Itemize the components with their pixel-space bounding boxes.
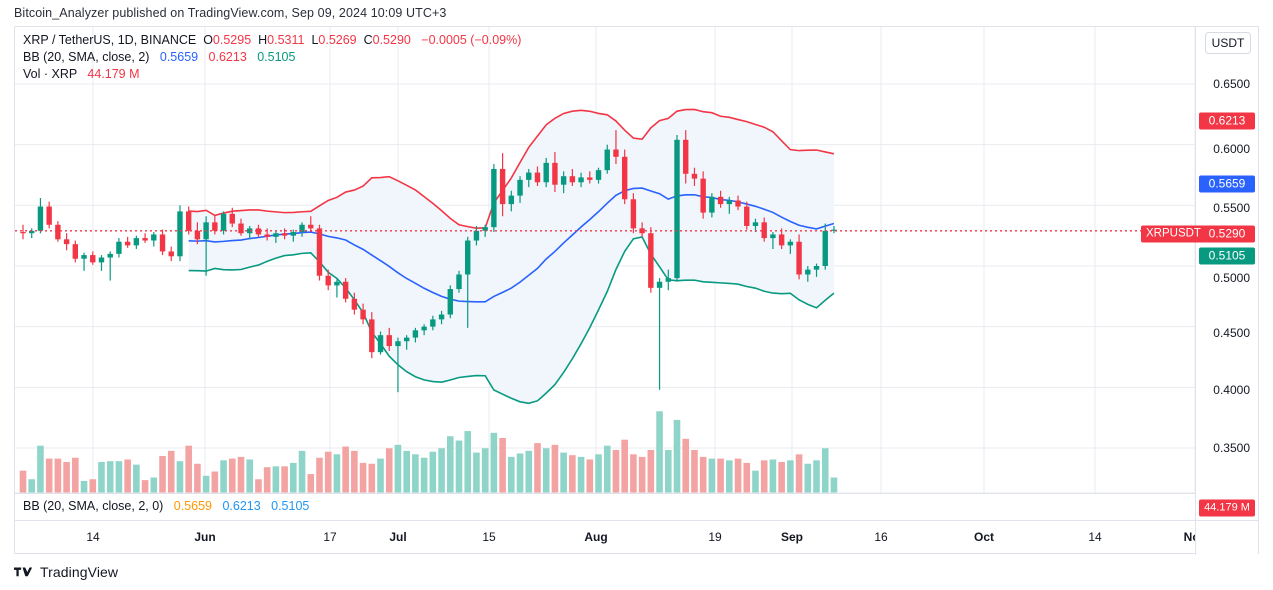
candlesticks (20, 130, 837, 393)
volume-legend-title: BB (20, SMA, close, 2, 0) (23, 499, 164, 513)
publisher-caption: Bitcoin_Analyzer published on TradingVie… (14, 6, 447, 20)
tradingview-logo-icon (14, 567, 33, 576)
price-axis-value-tag: 0.5659 (1199, 175, 1255, 193)
chart-plot-area[interactable]: XRP / TetherUS, 1D, BINANCE O0.5295 H0.5… (15, 27, 1195, 493)
time-tick-label: Jul (389, 530, 407, 544)
price-axis[interactable]: USDT 0.6500 0.6000 0.5500 0.5000 0.4500 0.400… (1195, 27, 1258, 493)
price-tick-label: 0.5000 (1213, 271, 1250, 285)
footer-brand-name: TradingView (40, 564, 119, 580)
time-axis-corner (1195, 520, 1258, 553)
time-tick-label: Jun (194, 530, 216, 544)
price-tick-label: 0.6500 (1213, 77, 1250, 91)
footer-branding: TradingView (14, 564, 118, 580)
price-tick-label: 0.6000 (1213, 142, 1250, 156)
price-tick-label: 0.4000 (1213, 383, 1250, 397)
bb-lower-line (188, 236, 835, 405)
price-tick-label: 0.3500 (1213, 441, 1250, 455)
price-tick-label: 0.4500 (1213, 326, 1250, 340)
time-tick-label: 16 (874, 530, 888, 544)
volume-pane-legend: BB (20, SMA, close, 2, 0) 0.5659 0.6213 … (23, 499, 309, 513)
volume-axis-tag: 44.179 M (1199, 499, 1255, 517)
price-axis-value-tag: 0.5105 (1199, 247, 1255, 265)
time-tick-label: Oct (973, 530, 995, 544)
time-tick-label: 14 (1088, 530, 1102, 544)
time-tick-label: 15 (482, 530, 496, 544)
symbol-price-tag: XRPUSDT (1141, 225, 1206, 243)
chart-frame: XRP / TetherUS, 1D, BINANCE O0.5295 H0.5… (14, 26, 1259, 555)
price-tick-label: 0.5500 (1213, 201, 1250, 215)
time-axis[interactable]: 14Jun17Jul15Aug19Sep16Oct14Nov (15, 520, 1206, 553)
time-tick-label: Aug (584, 530, 608, 544)
price-axis-value-tag: 0.6213 (1199, 112, 1255, 130)
time-tick-label: 14 (86, 530, 100, 544)
price-axis-value-tag: 0.5290 (1199, 225, 1255, 243)
time-tick-label: Sep (780, 530, 804, 544)
volume-legend-lower: 0.5105 (271, 499, 310, 513)
volume-bars (19, 411, 838, 493)
volume-legend-upper: 0.6213 (222, 499, 261, 513)
time-tick-label: 19 (708, 530, 722, 544)
price-axis-unit-top[interactable]: USDT (1205, 32, 1251, 54)
pane-divider (15, 493, 1195, 494)
volume-legend-basis: 0.5659 (173, 499, 213, 513)
time-tick-label: 17 (323, 530, 337, 544)
bb-basis-line (188, 187, 835, 303)
bb-fill (188, 109, 834, 404)
price-chart-canvas (15, 27, 1195, 493)
bb-upper-line (188, 108, 835, 229)
